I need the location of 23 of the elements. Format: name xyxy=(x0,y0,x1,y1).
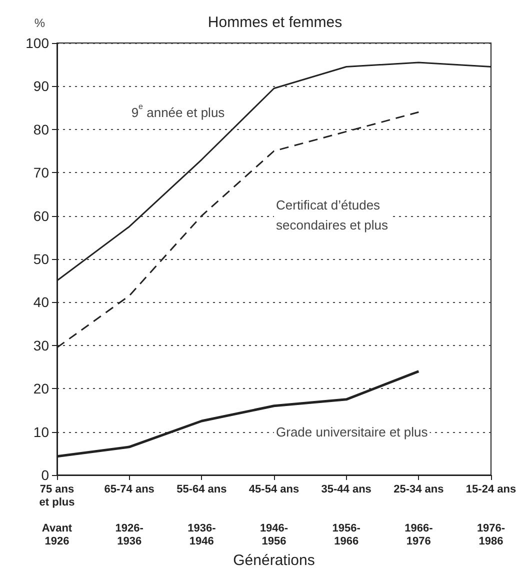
y-tick-label: 100 xyxy=(26,35,50,51)
y-tick-label: 60 xyxy=(33,208,50,224)
y-tick-label: 70 xyxy=(33,164,50,181)
y-tick-label: 10 xyxy=(33,424,50,440)
y-axis-title: % xyxy=(34,16,46,30)
category-label: 55-64 ans 1936- 1946 xyxy=(176,484,227,548)
y-tick-label: 30 xyxy=(33,337,50,354)
y-tick-label: 80 xyxy=(33,121,50,138)
category-label: 25-34 ans 1966- 1976 xyxy=(394,484,444,548)
series-label: Grade universitaire et plus xyxy=(276,424,428,440)
y-tick-label: 90 xyxy=(33,78,50,94)
x-axis-title: Générations xyxy=(233,552,315,569)
category-label: 15-24 ans 1976- 1986 xyxy=(466,484,516,548)
y-tick-label: 40 xyxy=(33,294,50,310)
chart-title: Hommes et femmes xyxy=(208,14,342,31)
category-label: 35-44 ans 1956- 1966 xyxy=(321,484,372,548)
y-tick-label: 50 xyxy=(33,251,50,267)
text: Certificat d’études secondaires et plus xyxy=(276,198,389,233)
y-tick-label: 0 xyxy=(41,467,50,483)
category-label: 65-74 ans 1926- 1936 xyxy=(104,484,154,548)
category-label: 45-54 ans 1946- 1956 xyxy=(248,484,300,548)
y-tick-label: 20 xyxy=(33,380,50,397)
category-label: 75 ans et plus Avant 1926 xyxy=(39,484,75,548)
